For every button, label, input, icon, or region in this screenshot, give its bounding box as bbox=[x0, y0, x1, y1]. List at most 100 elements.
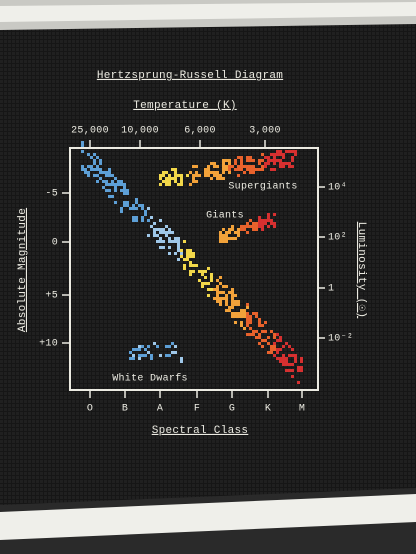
stitch bbox=[162, 180, 165, 183]
stitch bbox=[246, 318, 249, 321]
stitch bbox=[180, 183, 183, 186]
annotation: White Dwarfs bbox=[112, 373, 188, 385]
stitch bbox=[114, 186, 117, 189]
stitch bbox=[177, 258, 180, 261]
stitch bbox=[252, 330, 255, 333]
stitch bbox=[177, 240, 180, 243]
stitch bbox=[81, 168, 84, 171]
stitch bbox=[279, 336, 282, 339]
bottom-tick-label: O bbox=[87, 404, 93, 415]
stitch bbox=[240, 165, 243, 168]
stitch bbox=[198, 279, 201, 282]
stitch bbox=[285, 369, 288, 372]
stitch bbox=[273, 345, 276, 348]
stitch bbox=[258, 321, 261, 324]
stitch bbox=[243, 225, 246, 228]
stitch bbox=[243, 327, 246, 330]
stitch bbox=[261, 159, 264, 162]
stitch bbox=[279, 360, 282, 363]
stitch bbox=[219, 234, 222, 237]
stitch bbox=[273, 225, 276, 228]
stitch bbox=[171, 177, 174, 180]
stitch bbox=[216, 165, 219, 168]
stitch bbox=[225, 309, 228, 312]
stitch bbox=[99, 162, 102, 165]
stitch bbox=[249, 219, 252, 222]
stitch bbox=[240, 309, 243, 312]
stitch bbox=[246, 324, 249, 327]
bottom-tick-label: B bbox=[122, 404, 128, 415]
stitch bbox=[237, 231, 240, 234]
stitch bbox=[132, 348, 135, 351]
stitch bbox=[234, 321, 237, 324]
stitch bbox=[252, 312, 255, 315]
stitch bbox=[138, 348, 141, 351]
stitch bbox=[300, 369, 303, 372]
stitch bbox=[264, 165, 267, 168]
stitch bbox=[237, 165, 240, 168]
stitch bbox=[261, 165, 264, 168]
stitch bbox=[234, 237, 237, 240]
stitch bbox=[210, 279, 213, 282]
stitch bbox=[282, 345, 285, 348]
stitch bbox=[213, 288, 216, 291]
stitch bbox=[249, 156, 252, 159]
stitch bbox=[93, 159, 96, 162]
stitch bbox=[255, 315, 258, 318]
top-tick-label: 10,000 bbox=[121, 126, 159, 137]
stitch bbox=[198, 174, 201, 177]
stitch bbox=[258, 336, 261, 339]
stitch bbox=[213, 297, 216, 300]
stitch bbox=[114, 189, 117, 192]
stitch bbox=[252, 225, 255, 228]
stitch bbox=[156, 345, 159, 348]
stitch bbox=[207, 267, 210, 270]
stitch bbox=[189, 261, 192, 264]
stitch bbox=[84, 171, 87, 174]
stitch bbox=[282, 156, 285, 159]
stitch bbox=[159, 231, 162, 234]
stitch bbox=[276, 357, 279, 360]
stitch bbox=[93, 162, 96, 165]
stitch bbox=[126, 204, 129, 207]
stitch bbox=[231, 315, 234, 318]
stitch bbox=[168, 183, 171, 186]
stitch bbox=[201, 285, 204, 288]
stitch bbox=[174, 171, 177, 174]
stitch bbox=[216, 294, 219, 297]
stitch bbox=[108, 189, 111, 192]
stitch bbox=[240, 315, 243, 318]
stitch bbox=[270, 219, 273, 222]
stitch bbox=[240, 156, 243, 159]
stitch bbox=[252, 333, 255, 336]
stitch bbox=[159, 237, 162, 240]
stitch bbox=[222, 165, 225, 168]
stitch bbox=[165, 183, 168, 186]
stitch bbox=[108, 168, 111, 171]
stitch bbox=[258, 219, 261, 222]
stitch bbox=[225, 300, 228, 303]
stitch bbox=[168, 252, 171, 255]
right-axis-label: Luminosity (☉) bbox=[355, 222, 367, 319]
stitch bbox=[246, 306, 249, 309]
stitch bbox=[159, 174, 162, 177]
stitch bbox=[192, 180, 195, 183]
stitch bbox=[141, 345, 144, 348]
hoop-bottom bbox=[0, 494, 416, 540]
stitch bbox=[297, 366, 300, 369]
stitch bbox=[117, 180, 120, 183]
stitch bbox=[234, 159, 237, 162]
stitch bbox=[225, 165, 228, 168]
stitch bbox=[225, 303, 228, 306]
stitch bbox=[192, 252, 195, 255]
stitch bbox=[177, 249, 180, 252]
bottom-tick-label: K bbox=[265, 404, 271, 415]
stitch bbox=[276, 153, 279, 156]
stitch bbox=[105, 171, 108, 174]
bottom-tick-label: G bbox=[229, 404, 235, 415]
stitch bbox=[120, 210, 123, 213]
stitch bbox=[282, 153, 285, 156]
stitch bbox=[186, 252, 189, 255]
stitch bbox=[126, 201, 129, 204]
stitch bbox=[267, 225, 270, 228]
